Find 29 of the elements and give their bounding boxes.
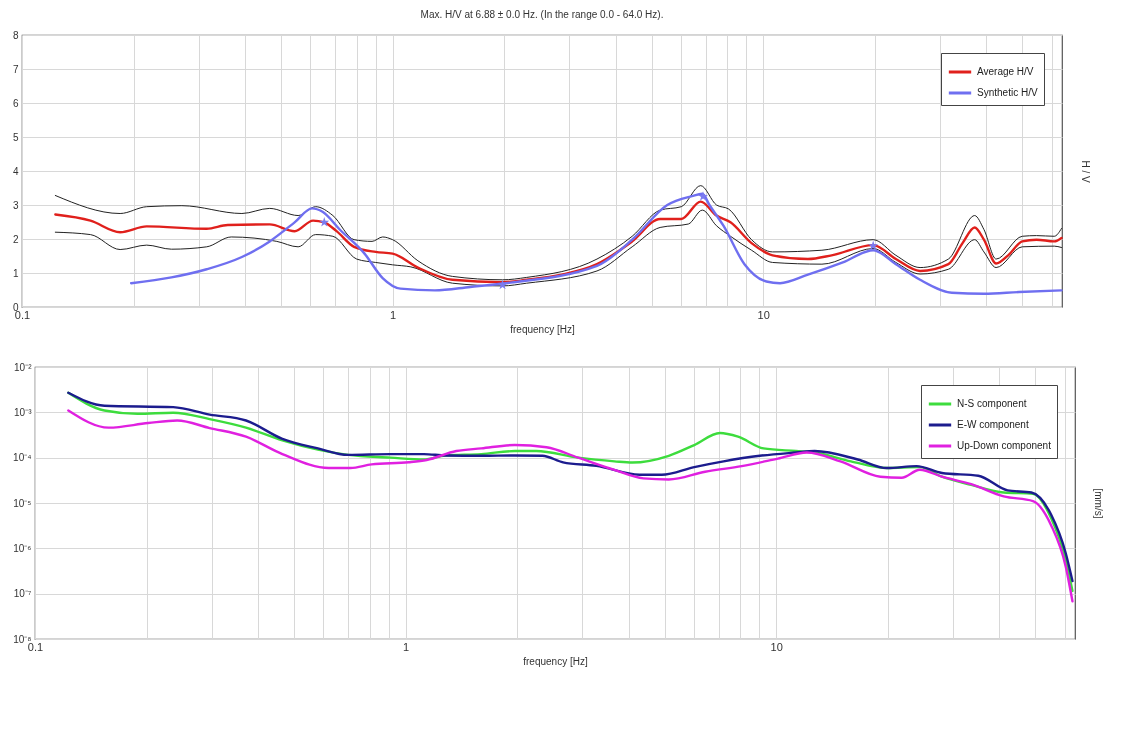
x-axis-title: frequency [Hz] (510, 323, 575, 335)
y-tick-label: 10⁻² (14, 361, 33, 373)
x-tick-label: 10 (757, 308, 770, 321)
legend-label: E-W component (957, 419, 1029, 430)
x-tick-label: 1 (390, 308, 397, 321)
legend-label: N-S component (957, 398, 1027, 409)
x-tick-label: 10 (770, 640, 783, 653)
y-tick-label: 5 (12, 131, 19, 143)
y-tick-label: 10⁻⁵ (13, 497, 32, 509)
y-tick-label: 10⁻⁷ (13, 588, 32, 600)
y-tick-label: 4 (12, 165, 19, 177)
legend-label: Average H/V (977, 66, 1034, 77)
y-axis-title: [mm/s] (1092, 488, 1104, 519)
y-tick-label: 1 (12, 267, 19, 279)
y-tick-label: 7 (12, 63, 19, 75)
y-axis-title: H / V (1079, 160, 1091, 183)
y-tick-label: 3 (12, 199, 19, 211)
y-tick-label: 2 (12, 233, 19, 245)
y-tick-label: 10⁻⁶ (13, 542, 32, 554)
legend-label: Synthetic H/V (977, 87, 1038, 98)
chart-title: Max. H/V at 6.88 ± 0.0 Hz. (In the range 0.0 - 64.0 Hz). (420, 9, 664, 20)
legend-label: Up-Down component (957, 440, 1052, 451)
y-tick-label: 6 (12, 97, 19, 109)
y-tick-label: 10⁻⁴ (13, 452, 32, 464)
x-tick-label: 0.1 (27, 640, 44, 653)
y-tick-label: 10⁻³ (14, 406, 33, 418)
x-tick-label: 1 (403, 640, 410, 653)
x-axis-title: frequency [Hz] (523, 655, 588, 667)
y-tick-label: 8 (12, 29, 19, 41)
